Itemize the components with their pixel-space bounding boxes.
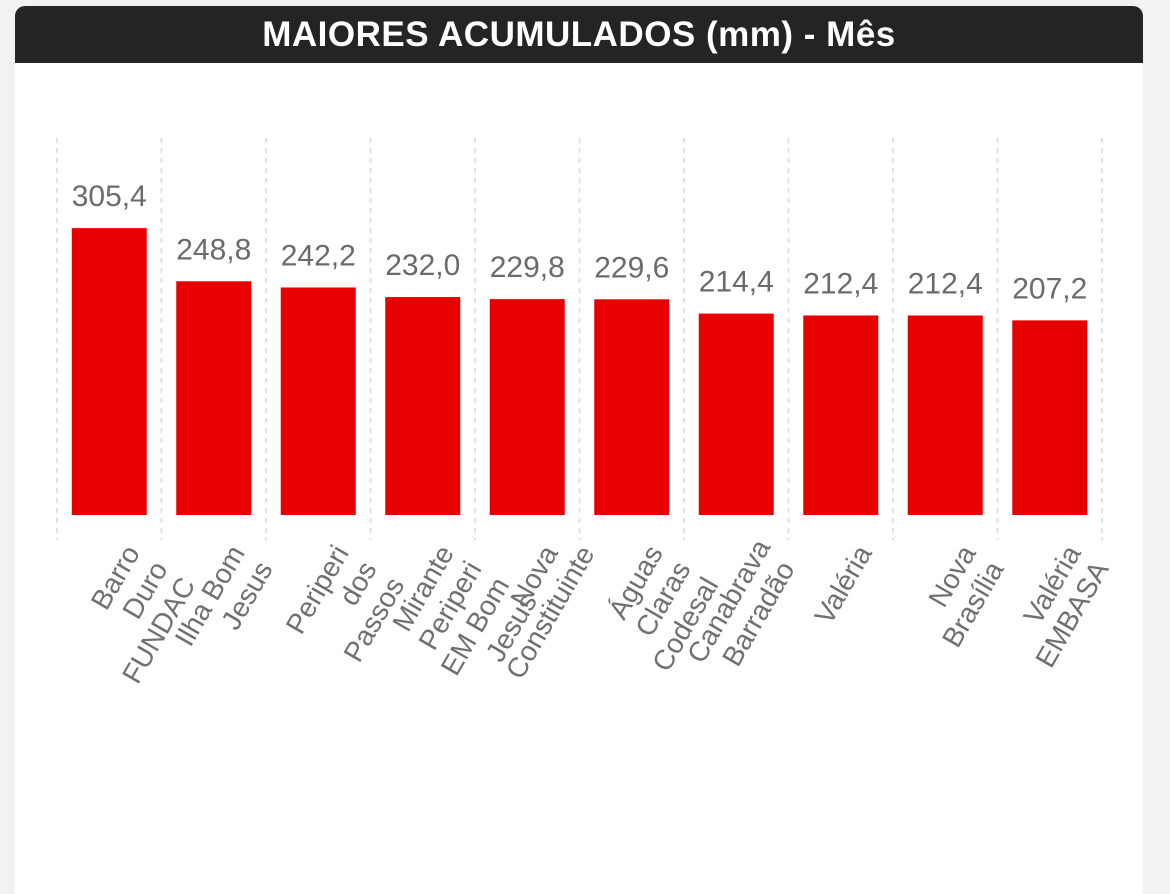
value-label: 212,4 (908, 267, 983, 300)
bar (71, 228, 147, 516)
value-label: 212,4 (803, 267, 878, 300)
value-label: 229,6 (594, 251, 669, 284)
bar (280, 287, 356, 515)
bar (907, 315, 983, 515)
value-label: 207,2 (1012, 272, 1087, 305)
value-label: 248,8 (176, 233, 251, 266)
bar (698, 313, 774, 515)
bar (385, 297, 461, 515)
value-label: 242,2 (281, 239, 356, 272)
value-label: 232,0 (385, 249, 460, 282)
value-label: 305,4 (72, 180, 147, 213)
chart-title: MAIORES ACUMULADOS (mm) - Mês (15, 6, 1143, 63)
bar (1012, 320, 1088, 515)
bar (489, 299, 565, 515)
bar (176, 281, 252, 515)
value-label: 214,4 (699, 266, 774, 299)
value-label: 229,8 (490, 251, 565, 284)
bar (594, 299, 670, 515)
bar (803, 315, 879, 515)
